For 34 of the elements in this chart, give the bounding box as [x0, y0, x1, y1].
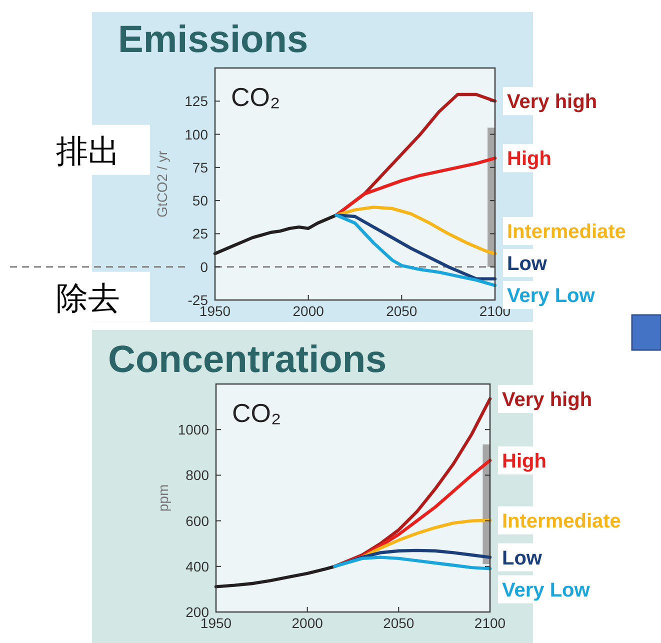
y-tick-label: 1000: [178, 422, 210, 438]
x-tick-label: 2000: [292, 615, 324, 631]
series-label: Very high: [502, 389, 592, 411]
y-tick-label: 100: [184, 126, 208, 142]
text: 除去: [56, 280, 120, 316]
x-tick-label: 2050: [386, 303, 418, 319]
y-tick-label: 200: [186, 604, 210, 620]
series-label: Very Low: [507, 285, 596, 307]
x-tick-label: 2050: [383, 615, 414, 631]
series-label: Very high: [507, 91, 598, 114]
y-tick-label: 800: [186, 467, 210, 484]
annotation: CO₂: [232, 398, 282, 428]
y-tick-label: 50: [192, 192, 208, 209]
y-axis-title: GtCO2 / yr: [154, 150, 170, 218]
series-label: High: [502, 450, 546, 472]
chart-title: Emissions: [118, 19, 308, 61]
y-tick-label: 125: [184, 93, 208, 110]
y-tick-label: 0: [200, 258, 208, 275]
y-tick-label: 600: [186, 512, 210, 529]
annotation: CO₂: [231, 82, 280, 112]
series-label: High: [507, 148, 552, 170]
series-label: Very Low: [502, 579, 590, 602]
y-tick-label: 25: [192, 226, 208, 242]
text: 排出: [56, 132, 120, 169]
x-tick-label: 2100: [474, 615, 506, 631]
series-label: Intermediate: [502, 510, 621, 532]
series-label: Low: [502, 547, 542, 570]
chart-title: Concentrations: [108, 339, 387, 381]
y-tick-label: 75: [192, 159, 208, 176]
series-label: Intermediate: [507, 221, 626, 243]
y-tick-label: 400: [186, 558, 210, 574]
x-tick-label: 2000: [292, 303, 324, 319]
series-label: Low: [507, 253, 548, 275]
y-axis-title: ppm: [155, 484, 171, 512]
